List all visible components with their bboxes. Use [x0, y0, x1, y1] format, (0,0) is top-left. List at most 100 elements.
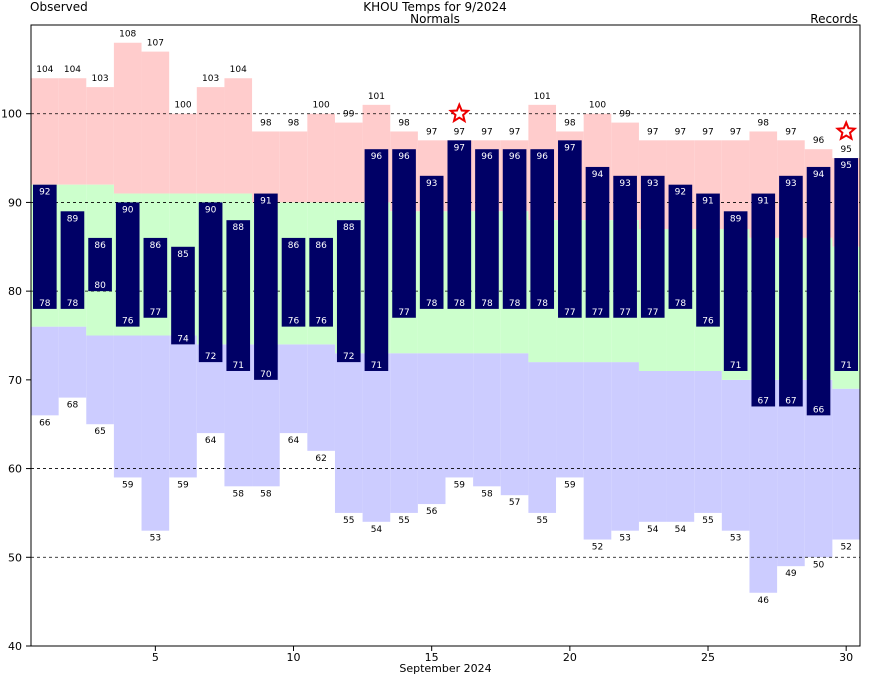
observed-low-label: 71 — [840, 361, 851, 371]
observed-low-label: 77 — [592, 308, 603, 318]
record-low-label: 58 — [233, 489, 245, 499]
record-high-label: 103 — [91, 74, 108, 84]
observed-high-label: 97 — [564, 143, 575, 153]
observed-high-label: 97 — [454, 143, 465, 153]
record-low-label: 68 — [67, 401, 79, 411]
observed-high-label: 96 — [398, 152, 410, 162]
observed-low-label: 71 — [730, 361, 741, 371]
observed-low-label: 67 — [785, 396, 796, 406]
observed-high-label: 92 — [675, 188, 686, 198]
observed-low-label: 67 — [758, 396, 769, 406]
record-low-band — [832, 388, 860, 540]
grid-lines — [31, 113, 860, 558]
record-low-label: 54 — [371, 525, 383, 535]
observed-low-label: 77 — [619, 308, 630, 318]
legend-normals: Normals — [410, 12, 460, 26]
record-high-band — [169, 113, 197, 194]
chart-title: KHOU Temps for 9/2024 — [363, 0, 507, 14]
record-low-band — [417, 353, 446, 505]
record-high-label: 104 — [64, 65, 81, 75]
record-high-label: 98 — [398, 118, 410, 128]
y-tick-label: 80 — [8, 285, 22, 298]
x-tick-label: 15 — [425, 651, 439, 664]
observed-low-label: 78 — [454, 299, 466, 309]
record-low-band — [556, 362, 584, 478]
observed-bar — [115, 202, 140, 327]
record-low-label: 49 — [785, 569, 797, 579]
observed-high-label: 93 — [785, 179, 796, 189]
observed-high-label: 89 — [730, 214, 742, 224]
observed-bar — [143, 237, 168, 318]
record-low-band — [31, 326, 59, 416]
record-high-band — [224, 78, 253, 194]
observed-bar — [447, 140, 472, 309]
value-labels: 92 78 104 66 89 78 104 68 86 80 103 65 90 76 108 59 86 77… — [36, 30, 852, 606]
legend-records: Records — [810, 12, 858, 26]
observed-bar — [419, 175, 444, 309]
observed-low-label: 78 — [536, 299, 548, 309]
observed-low-label: 72 — [205, 352, 216, 362]
record-low-label: 64 — [205, 436, 217, 446]
record-low-band — [500, 353, 529, 496]
observed-low-label: 78 — [67, 299, 79, 309]
observed-bar — [502, 149, 527, 309]
record-low-label: 55 — [343, 516, 354, 526]
record-low-band — [777, 379, 805, 567]
observed-low-label: 72 — [343, 352, 354, 362]
record-low-band — [141, 335, 170, 531]
record-low-label: 52 — [592, 543, 603, 553]
record-low-band — [58, 326, 87, 398]
record-low-band — [169, 335, 197, 478]
record-low-band — [86, 335, 114, 425]
record-low-band — [611, 362, 639, 531]
observed-low-label: 78 — [481, 299, 493, 309]
record-low-label: 66 — [39, 418, 51, 428]
legend-observed: Observed — [30, 0, 88, 14]
record-high-label: 97 — [647, 127, 658, 137]
record-high-label: 97 — [730, 127, 741, 137]
y-tick-label: 60 — [8, 463, 22, 476]
record-high-label: 97 — [454, 127, 465, 137]
record-markers — [448, 102, 858, 141]
observed-bar — [364, 149, 389, 371]
observed-low-label: 78 — [39, 299, 51, 309]
record-low-band — [583, 362, 612, 540]
record-high-label: 97 — [675, 127, 686, 137]
record-low-label: 54 — [675, 525, 687, 535]
record-low-label: 46 — [758, 596, 770, 606]
record-low-label: 55 — [702, 516, 713, 526]
observed-high-label: 88 — [233, 223, 245, 233]
y-tick-label: 90 — [8, 196, 22, 209]
observed-bar — [723, 211, 748, 371]
observed-low-label: 76 — [702, 317, 714, 327]
observed-bar — [281, 237, 306, 327]
record-high-label: 97 — [426, 127, 437, 137]
observed-bar — [226, 220, 251, 371]
observed-bar — [336, 220, 361, 363]
record-low-label: 53 — [730, 534, 741, 544]
record-high-band — [334, 122, 363, 203]
record-high-label: 97 — [509, 127, 520, 137]
observed-high-label: 96 — [509, 152, 521, 162]
observed-bar — [254, 193, 278, 380]
observed-low-label: 77 — [647, 308, 658, 318]
record-low-label: 53 — [619, 534, 630, 544]
observed-bar — [33, 184, 57, 309]
observed-high-label: 93 — [619, 179, 630, 189]
y-tick-label: 70 — [8, 374, 22, 387]
record-high-band — [279, 131, 308, 203]
record-low-band — [362, 353, 391, 522]
record-high-band — [196, 87, 225, 194]
observed-bar — [696, 193, 720, 327]
record-low-band — [390, 353, 418, 513]
record-low-band — [445, 353, 474, 478]
observed-low-label: 76 — [122, 317, 134, 327]
observed-high-label: 96 — [371, 152, 383, 162]
record-high-label: 107 — [147, 39, 164, 49]
observed-bar — [779, 175, 803, 407]
record-high-label: 97 — [702, 127, 713, 137]
observed-high-label: 96 — [481, 152, 493, 162]
observed-low-label: 76 — [288, 317, 300, 327]
record-low-band — [666, 370, 695, 522]
record-low-band — [749, 379, 778, 593]
